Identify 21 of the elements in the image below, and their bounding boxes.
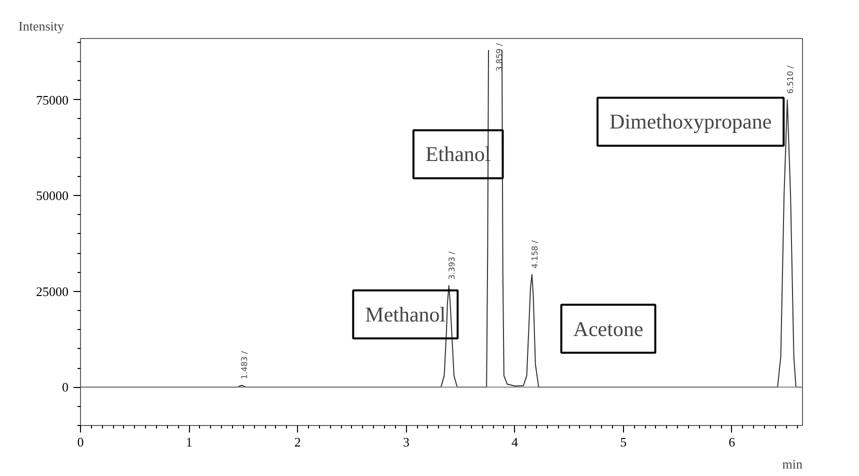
y-axis-title: Intensity xyxy=(18,18,64,34)
x-tick-label: 2 xyxy=(294,434,301,450)
x-tick-label: 3 xyxy=(402,434,410,450)
x-tick-label: 1 xyxy=(186,434,192,450)
y-tick-label: 0 xyxy=(62,380,68,395)
y-tick-label: 25000 xyxy=(36,284,68,299)
y-tick-label: 75000 xyxy=(36,92,68,108)
annotation: Acetone xyxy=(573,316,644,341)
x-axis-title: min xyxy=(782,456,803,472)
annotation: Methanol xyxy=(365,302,446,326)
x-tick-label: 4 xyxy=(512,434,519,450)
annotation: 3.393 / xyxy=(447,251,456,280)
x-tick-label: 6 xyxy=(728,434,736,450)
y-tick-label: 50000 xyxy=(36,188,68,204)
x-tick-label: 0 xyxy=(77,434,84,450)
annotation: 6.510 / xyxy=(786,65,795,94)
annotation: Dimethoxypropane xyxy=(610,110,772,134)
annotation: 1.483 / xyxy=(240,350,250,380)
annotation: 4.158 / xyxy=(530,240,540,269)
x-tick-label: 5 xyxy=(620,434,627,450)
annotation: 3.859 / xyxy=(494,42,504,72)
